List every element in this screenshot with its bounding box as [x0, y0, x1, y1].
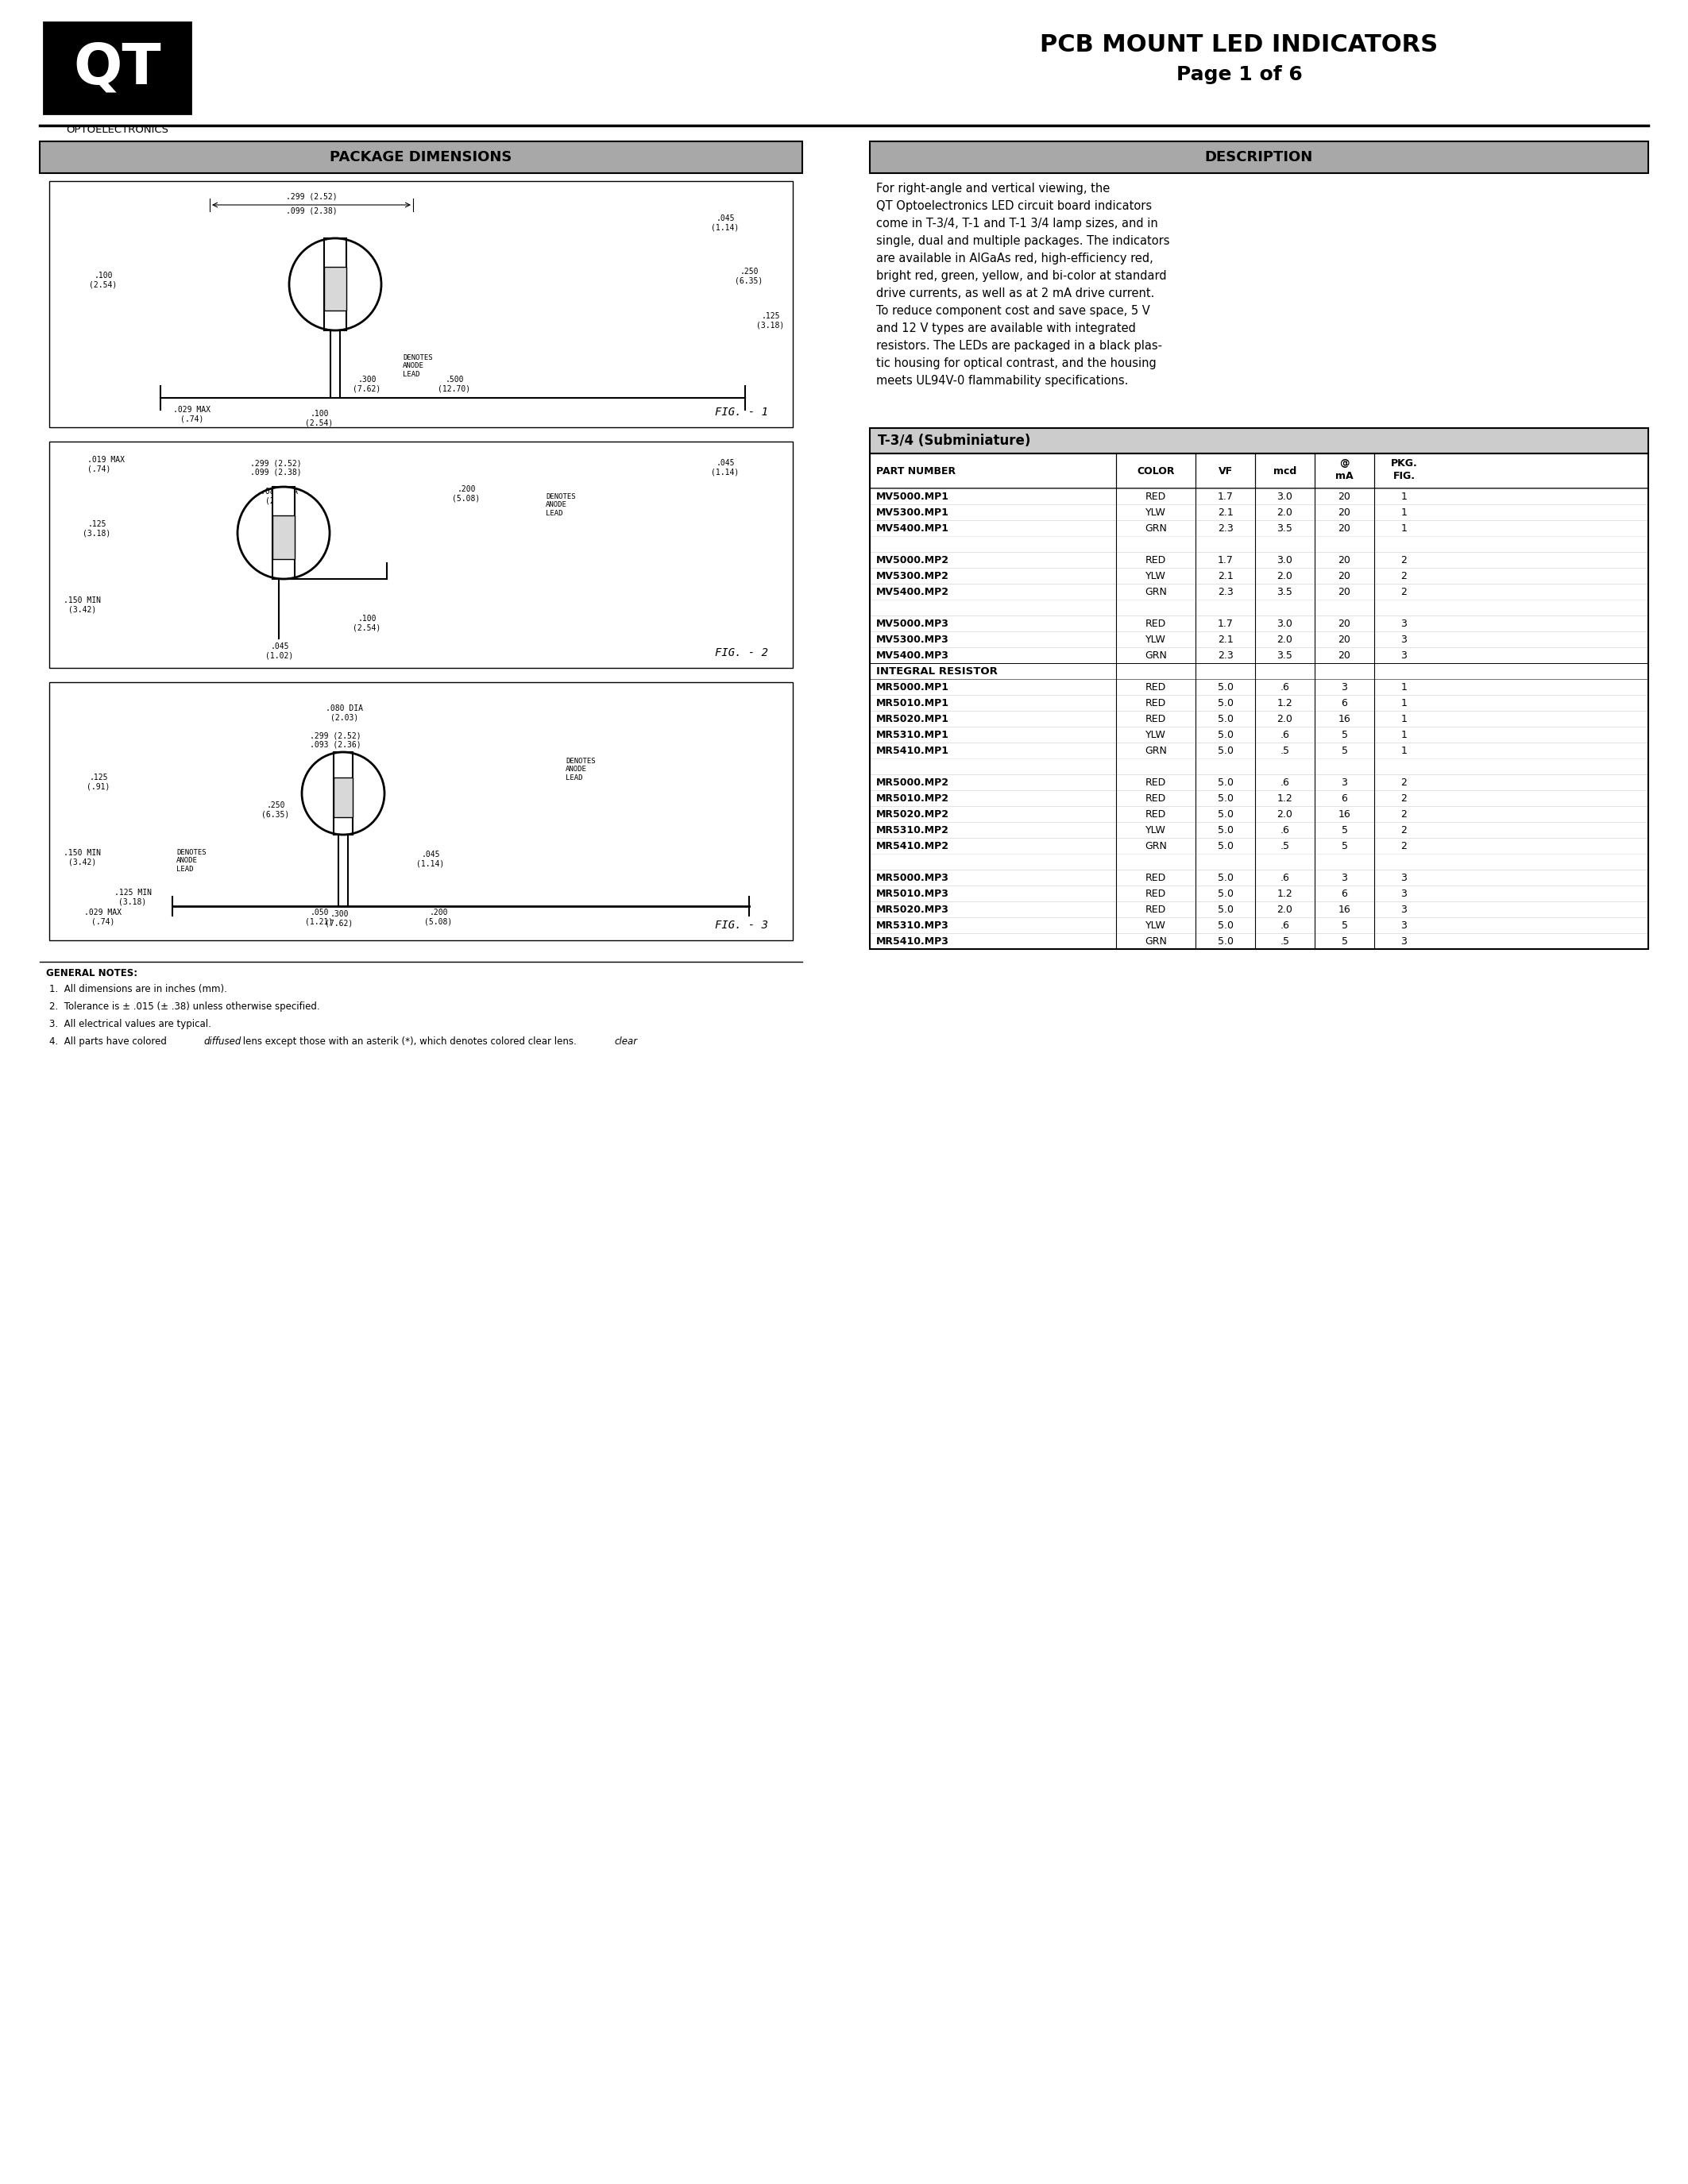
Text: .045
(1.14): .045 (1.14) — [711, 459, 739, 476]
Text: MR5310.MP2: MR5310.MP2 — [876, 826, 949, 834]
Text: 1: 1 — [1401, 697, 1408, 708]
Text: 1.  All dimensions are in inches (mm).: 1. All dimensions are in inches (mm). — [49, 985, 228, 994]
Text: 3: 3 — [1342, 778, 1347, 788]
Text: 3.0: 3.0 — [1278, 555, 1293, 566]
Text: MR5010.MP3: MR5010.MP3 — [876, 889, 949, 898]
Text: MR5020.MP2: MR5020.MP2 — [876, 808, 949, 819]
Text: DESCRIPTION: DESCRIPTION — [1205, 151, 1313, 164]
Bar — [334, 778, 353, 817]
Text: 5.0: 5.0 — [1217, 889, 1234, 898]
Text: 2: 2 — [1401, 587, 1408, 596]
Text: FIG. - 2: FIG. - 2 — [714, 646, 768, 657]
Bar — [869, 142, 1647, 173]
Text: GRN: GRN — [1144, 651, 1166, 660]
Text: 16: 16 — [1339, 714, 1350, 723]
Text: DENOTES
ANODE
LEAD: DENOTES ANODE LEAD — [565, 758, 596, 782]
Text: 1.7: 1.7 — [1217, 491, 1234, 502]
Text: 6: 6 — [1342, 697, 1347, 708]
Text: MV5300.MP2: MV5300.MP2 — [876, 570, 949, 581]
Text: .045
(1.02): .045 (1.02) — [265, 642, 294, 660]
Text: YLW: YLW — [1146, 507, 1166, 518]
Bar — [869, 601, 1647, 616]
Text: MV5300.MP1: MV5300.MP1 — [876, 507, 949, 518]
Text: .045
(1.14): .045 (1.14) — [417, 850, 444, 867]
Text: 5: 5 — [1342, 919, 1347, 930]
Text: mcd: mcd — [1273, 465, 1296, 476]
Text: come in T-3/4, T-1 and T-1 3/4 lamp sizes, and in: come in T-3/4, T-1 and T-1 3/4 lamp size… — [876, 218, 1158, 229]
Text: 5.0: 5.0 — [1217, 681, 1234, 692]
Text: 2: 2 — [1401, 555, 1408, 566]
Text: PCB MOUNT LED INDICATORS: PCB MOUNT LED INDICATORS — [1040, 33, 1438, 57]
Text: 5.0: 5.0 — [1217, 745, 1234, 756]
Text: 2.0: 2.0 — [1278, 808, 1293, 819]
Text: RED: RED — [1146, 714, 1166, 723]
Text: .200
(5.08): .200 (5.08) — [452, 485, 481, 502]
Text: .500
(12.70): .500 (12.70) — [439, 376, 471, 393]
Text: PKG.: PKG. — [1391, 459, 1418, 470]
Text: 3.0: 3.0 — [1278, 491, 1293, 502]
Text: RED: RED — [1146, 889, 1166, 898]
Text: 1.2: 1.2 — [1278, 793, 1293, 804]
Text: 3: 3 — [1401, 889, 1408, 898]
Text: PART NUMBER: PART NUMBER — [876, 465, 955, 476]
Text: single, dual and multiple packages. The indicators: single, dual and multiple packages. The … — [876, 236, 1170, 247]
Text: .125
(3.18): .125 (3.18) — [83, 520, 111, 537]
Text: 3: 3 — [1401, 871, 1408, 882]
Text: 2: 2 — [1401, 826, 1408, 834]
Text: 3: 3 — [1342, 871, 1347, 882]
Bar — [49, 441, 793, 668]
Text: .200
(5.08): .200 (5.08) — [424, 909, 452, 926]
Text: .6: .6 — [1280, 681, 1290, 692]
Text: .150 MIN
(3.42): .150 MIN (3.42) — [64, 596, 101, 614]
Text: .299 (2.52): .299 (2.52) — [285, 192, 338, 201]
Text: 20: 20 — [1339, 587, 1350, 596]
Text: GRN: GRN — [1144, 841, 1166, 852]
Text: MR5410.MP1: MR5410.MP1 — [876, 745, 949, 756]
Text: 2.0: 2.0 — [1278, 633, 1293, 644]
Text: RED: RED — [1146, 793, 1166, 804]
Text: .050
(1.21): .050 (1.21) — [306, 909, 333, 926]
Text: 4.  All parts have colored: 4. All parts have colored — [49, 1037, 170, 1046]
Text: DENOTES
ANODE
LEAD: DENOTES ANODE LEAD — [403, 354, 432, 378]
Text: 3: 3 — [1401, 633, 1408, 644]
Text: RED: RED — [1146, 808, 1166, 819]
Text: mA: mA — [1335, 472, 1354, 480]
Text: MR5010.MP2: MR5010.MP2 — [876, 793, 949, 804]
Text: 5.0: 5.0 — [1217, 904, 1234, 915]
Text: 5: 5 — [1342, 745, 1347, 756]
Text: .299 (2.52)
.099 (2.38): .299 (2.52) .099 (2.38) — [250, 459, 300, 476]
Text: GRN: GRN — [1144, 745, 1166, 756]
Text: GRN: GRN — [1144, 937, 1166, 946]
Text: 16: 16 — [1339, 904, 1350, 915]
Text: diffused: diffused — [203, 1037, 241, 1046]
Text: 2: 2 — [1401, 793, 1408, 804]
Text: lens except those with an asterik (*), which denotes colored clear lens.: lens except those with an asterik (*), w… — [240, 1037, 577, 1046]
Text: MR5020.MP1: MR5020.MP1 — [876, 714, 949, 723]
Text: 6: 6 — [1342, 889, 1347, 898]
Text: .250
(6.35): .250 (6.35) — [262, 802, 290, 819]
Text: 1.2: 1.2 — [1278, 697, 1293, 708]
Text: YLW: YLW — [1146, 570, 1166, 581]
Text: GENERAL NOTES:: GENERAL NOTES: — [46, 968, 137, 978]
Text: 2.0: 2.0 — [1278, 714, 1293, 723]
Text: resistors. The LEDs are packaged in a black plas-: resistors. The LEDs are packaged in a bl… — [876, 341, 1161, 352]
Text: RED: RED — [1146, 555, 1166, 566]
Text: To reduce component cost and save space, 5 V: To reduce component cost and save space,… — [876, 306, 1150, 317]
Text: DENOTES
ANODE
LEAD: DENOTES ANODE LEAD — [176, 850, 206, 874]
Text: 2.0: 2.0 — [1278, 904, 1293, 915]
Text: .5: .5 — [1280, 937, 1290, 946]
Bar — [272, 487, 295, 579]
Text: .6: .6 — [1280, 826, 1290, 834]
Text: and 12 V types are available with integrated: and 12 V types are available with integr… — [876, 323, 1136, 334]
Text: RED: RED — [1146, 681, 1166, 692]
Bar — [324, 238, 346, 330]
Text: 5: 5 — [1342, 841, 1347, 852]
Text: .6: .6 — [1280, 871, 1290, 882]
Text: 3: 3 — [1401, 651, 1408, 660]
Text: MV5400.MP3: MV5400.MP3 — [876, 651, 949, 660]
Text: 5.0: 5.0 — [1217, 937, 1234, 946]
Text: .6: .6 — [1280, 919, 1290, 930]
Text: 1: 1 — [1401, 507, 1408, 518]
Text: 2.  Tolerance is ± .015 (± .38) unless otherwise specified.: 2. Tolerance is ± .015 (± .38) unless ot… — [49, 1002, 319, 1011]
Text: .080 DIA
(2.03): .080 DIA (2.03) — [326, 705, 363, 721]
